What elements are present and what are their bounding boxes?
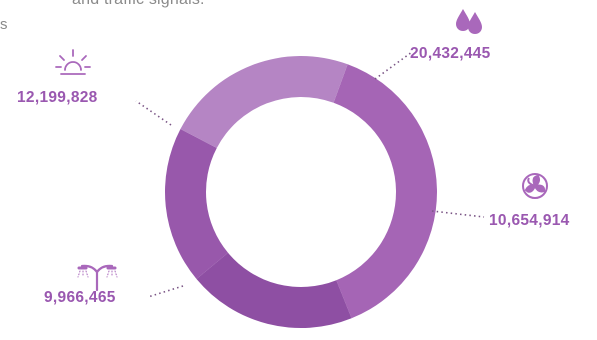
center-label-line-1: (kWh) <box>280 153 321 170</box>
clipped-side-text: s <box>0 16 8 33</box>
chart-slices <box>165 56 437 329</box>
slice-value-label: 9,966,465 <box>44 289 116 306</box>
fan-icon <box>522 173 548 199</box>
donut-slice <box>165 129 229 280</box>
water-drops-icon <box>456 9 482 34</box>
leader-line <box>431 210 485 218</box>
sun-icon <box>55 49 91 75</box>
slice-value-label: 20,432,445 <box>410 45 491 62</box>
leader-line <box>135 100 172 126</box>
slice-value-label: 12,199,828 <box>17 89 98 106</box>
donut-slice <box>196 252 352 329</box>
donut-slice <box>333 64 437 319</box>
leader-line <box>147 285 184 298</box>
center-label-line-2: projected electric <box>242 180 359 197</box>
leader-line <box>374 51 413 80</box>
street-lamp-icon <box>77 264 118 292</box>
clipped-caption-text: and traffic signals. <box>72 0 205 9</box>
center-label-line-3: savings <box>275 206 328 223</box>
center-label: (kWh) projected electric savings <box>242 153 359 223</box>
slice-value-label: 10,654,914 <box>489 212 570 229</box>
donut-slice <box>180 56 348 149</box>
